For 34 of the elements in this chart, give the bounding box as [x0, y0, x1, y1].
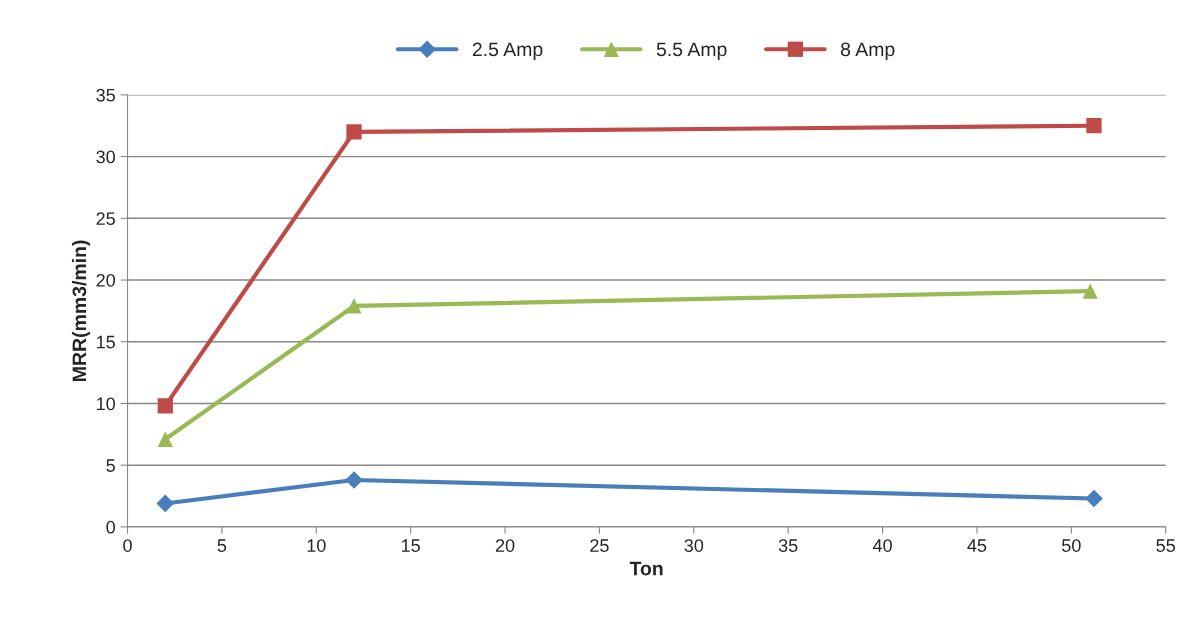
legend-label: 8 Amp: [840, 42, 895, 61]
x-axis-title: Ton: [629, 561, 663, 576]
x-tick-label: 5: [217, 539, 227, 552]
legend-label: 2.5 Amp: [472, 42, 543, 61]
x-tick-label: 45: [967, 539, 987, 552]
point: [1086, 118, 1102, 134]
x-tick-label: 40: [872, 539, 892, 552]
y-tick-label: 5: [106, 459, 115, 472]
x-tick-label: 55: [1156, 539, 1175, 552]
x-tick-label: 35: [778, 539, 798, 552]
point: [345, 471, 363, 489]
point: [157, 431, 173, 447]
x-tick-label: 15: [402, 539, 420, 552]
x-tick-label: 25: [590, 539, 609, 552]
point: [346, 298, 362, 314]
point: [156, 494, 175, 513]
x-tick-label: 50: [1062, 539, 1081, 552]
y-tick-label: 15: [97, 335, 115, 349]
point: [157, 398, 173, 414]
point: [1082, 283, 1098, 299]
point: [1085, 489, 1103, 508]
x-tick-label: 0: [123, 539, 132, 552]
y-tick-label: 25: [96, 212, 115, 226]
x-tick-label: 30: [684, 539, 704, 552]
y-tick-label: 30: [96, 150, 116, 164]
y-tick-label: 0: [106, 520, 116, 534]
x-tick-label: 10: [307, 539, 326, 552]
y-tick-label: 20: [96, 273, 116, 287]
y-tick-label: 10: [97, 397, 116, 411]
point: [346, 124, 362, 140]
x-tick-label: 20: [495, 539, 515, 552]
legend-label: 5.5 Amp: [656, 42, 727, 61]
y-tick-label: 35: [96, 88, 115, 102]
y-axis-title: MRR(mm3/min): [71, 240, 91, 381]
